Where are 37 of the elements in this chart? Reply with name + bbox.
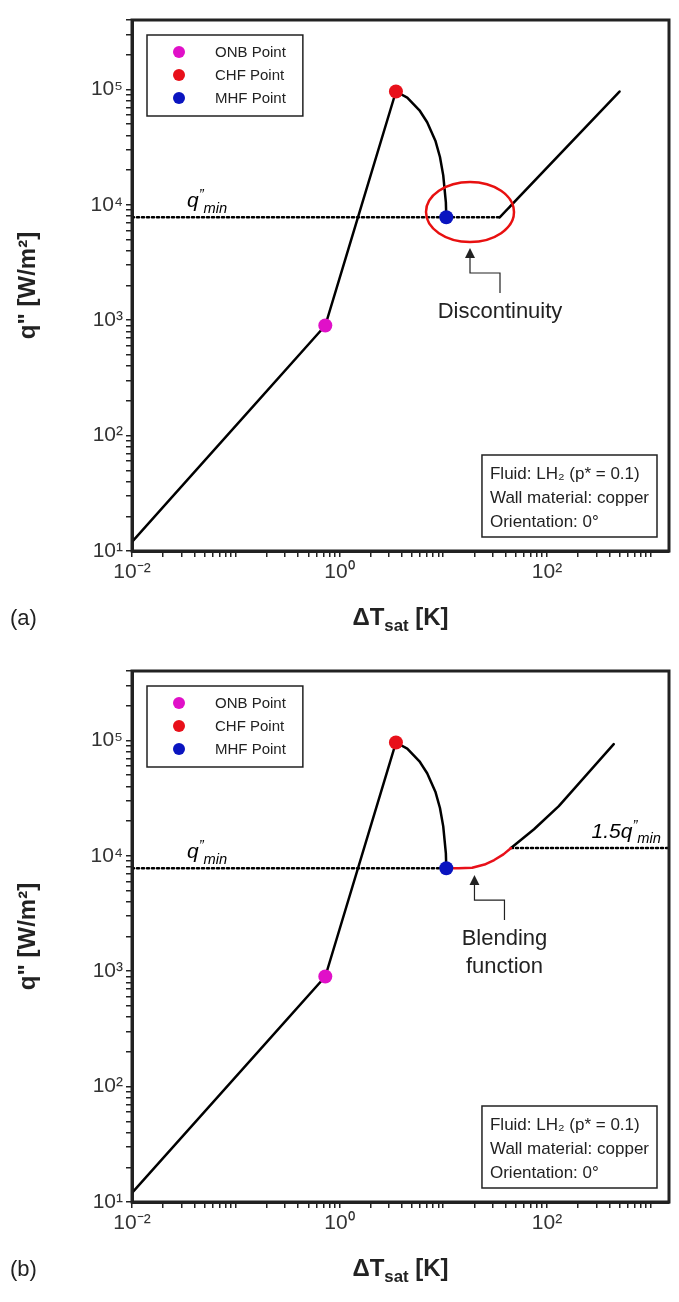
legend-label: CHF Point bbox=[215, 66, 286, 83]
y-tick-label: 10⁵ bbox=[90, 76, 123, 100]
series-label: q”min bbox=[187, 836, 228, 867]
annotation: Discontinuity bbox=[437, 298, 563, 323]
y-tick-label: 10² bbox=[92, 1073, 123, 1097]
y-tick-label: 10³ bbox=[92, 307, 123, 331]
y-tick-label: 10¹ bbox=[92, 537, 123, 561]
legend-label: MHF Point bbox=[215, 740, 287, 757]
y-tick-label: 10¹ bbox=[92, 1188, 123, 1212]
y-axis-title: q" [W/m²] bbox=[13, 882, 40, 991]
annotation: Wall material: copper bbox=[489, 488, 650, 507]
y-tick-label: 10⁴ bbox=[90, 191, 123, 215]
x-tick-label: 10⁻² bbox=[113, 559, 151, 583]
annotation: Blending function bbox=[461, 925, 548, 979]
x-tick-label: 10⁰ bbox=[324, 559, 355, 583]
x-tick-label: 10⁻² bbox=[113, 1210, 151, 1234]
text: (b) bbox=[10, 1256, 37, 1281]
x-tick-label: 10² bbox=[531, 559, 563, 583]
series-label: 1.5q”min bbox=[591, 816, 662, 847]
y-tick-label: 10⁵ bbox=[90, 727, 123, 751]
x-tick-label: 10² bbox=[531, 1210, 563, 1234]
y-tick-label: 10⁴ bbox=[90, 842, 123, 866]
annotation: Orientation: 0° bbox=[489, 512, 599, 531]
annotation: Orientation: 0° bbox=[489, 1163, 599, 1182]
legend-label: MHF Point bbox=[215, 89, 287, 106]
legend-label: ONB Point bbox=[215, 694, 287, 711]
y-tick-label: 10² bbox=[92, 422, 123, 446]
series-label: q”min bbox=[187, 185, 228, 216]
annotation: Fluid: LH₂ (p* = 0.1) bbox=[489, 1115, 640, 1134]
y-tick-label: 10³ bbox=[92, 958, 123, 982]
legend-label: ONB Point bbox=[215, 43, 287, 60]
y-axis-title: q" [W/m²] bbox=[13, 231, 40, 340]
annotation: Fluid: LH₂ (p* = 0.1) bbox=[489, 464, 640, 483]
legend-label: CHF Point bbox=[215, 717, 286, 734]
x-tick-label: 10⁰ bbox=[324, 1210, 355, 1234]
annotation: Wall material: copper bbox=[489, 1139, 650, 1158]
text: (a) bbox=[10, 605, 37, 630]
